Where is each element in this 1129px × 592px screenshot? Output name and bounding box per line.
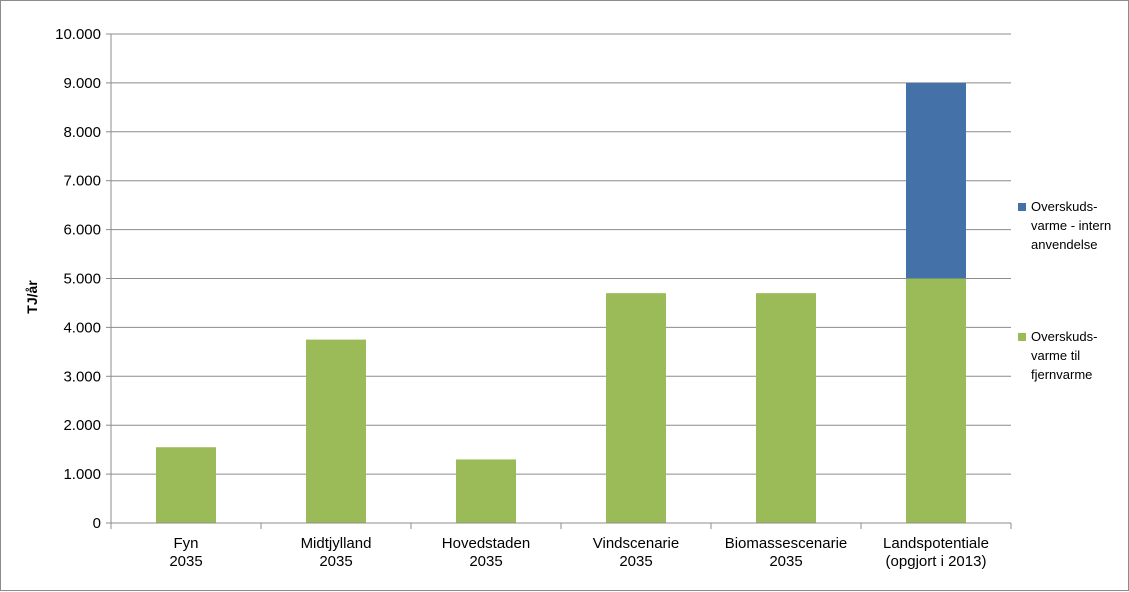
bar-segment-series-1 <box>906 82 966 279</box>
x-category-label: Fyn <box>173 535 198 552</box>
legend-swatch <box>1018 333 1026 341</box>
bar-segment-series-0 <box>306 339 366 523</box>
legend-label: fjernvarme <box>1031 367 1092 382</box>
bar-segment-series-0 <box>756 293 816 523</box>
x-category-labels: Fyn2035Midtjylland2035Hovedstaden2035Vin… <box>169 535 989 570</box>
x-category-label: 2035 <box>619 553 652 570</box>
y-tick-label: 10.000 <box>55 26 101 43</box>
bar-segment-series-0 <box>606 293 666 523</box>
x-category-label: Midtjylland <box>301 535 372 552</box>
y-tick-label: 8.000 <box>63 124 101 141</box>
x-category-label: 2035 <box>169 553 202 570</box>
y-tick-label: 4.000 <box>63 319 101 336</box>
y-tick-label: 9.000 <box>63 75 101 92</box>
legend-label: Overskuds- <box>1031 329 1097 344</box>
legend: Overskuds-varme - intern anvendelse Oversk… <box>1018 199 1111 382</box>
legend-label: Overskuds- <box>1031 199 1097 214</box>
x-category-label: Vindscenarie <box>593 535 679 552</box>
y-axis-title: TJ/år <box>24 280 40 314</box>
axes <box>106 33 1012 529</box>
bar-segment-series-0 <box>456 459 516 523</box>
bar-segment-series-0 <box>156 447 216 523</box>
legend-label: varme - intern <box>1031 218 1111 233</box>
y-tick-labels: 0 1.000 2.000 3.000 4.000 5.000 6.000 7.000 8.00… <box>55 26 101 532</box>
y-tick-label: 7.000 <box>63 173 101 190</box>
y-tick-label: 6.000 <box>63 222 101 239</box>
x-category-label: Hovedstaden <box>442 535 530 552</box>
y-tick-label: 5.000 <box>63 271 101 288</box>
x-category-label: Biomassescenarie <box>725 535 848 552</box>
y-tick-label: 1.000 <box>63 466 101 483</box>
bars <box>156 82 966 523</box>
x-category-label: (opgjort i 2013) <box>886 553 987 570</box>
bar-segment-series-0 <box>906 278 966 523</box>
y-tick-label: 2.000 <box>63 417 101 434</box>
x-category-label: 2035 <box>319 553 352 570</box>
legend-label: varme til <box>1031 348 1080 363</box>
x-category-label: Landspotentiale <box>883 535 989 552</box>
legend-swatch <box>1018 203 1026 211</box>
gridlines <box>111 33 1011 475</box>
x-category-label: 2035 <box>469 553 502 570</box>
y-tick-label: 0 <box>93 515 101 532</box>
legend-label: anvendelse <box>1031 237 1098 252</box>
y-tick-label: 3.000 <box>63 368 101 385</box>
x-category-label: 2035 <box>769 553 802 570</box>
